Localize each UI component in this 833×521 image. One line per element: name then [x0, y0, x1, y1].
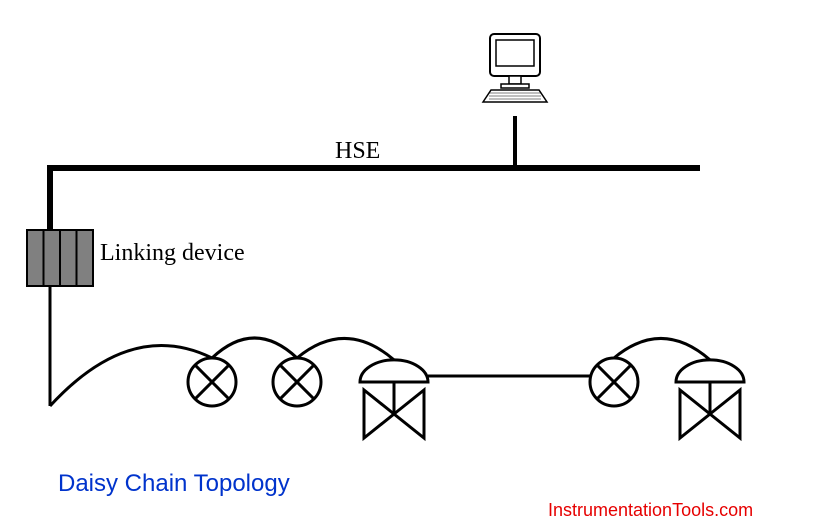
diagram-title: Daisy Chain Topology	[58, 470, 290, 498]
linking-device-label: Linking device	[100, 240, 245, 267]
attribution-label: InstrumentationTools.com	[548, 500, 753, 521]
diagram-canvas: HSE Linking device Daisy Chain Topology …	[0, 0, 833, 516]
hse-label: HSE	[335, 138, 380, 165]
